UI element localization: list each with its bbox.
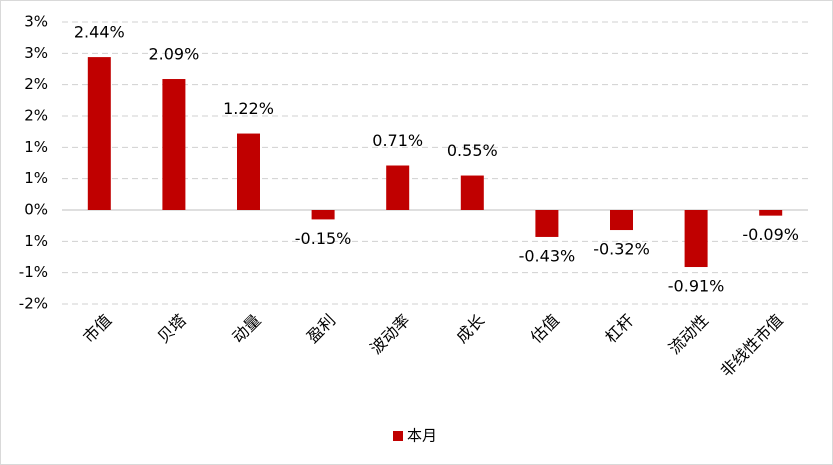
- bar: [87, 57, 111, 210]
- y-tick-label: 2%: [24, 75, 48, 93]
- y-tick-label: 1%: [24, 232, 48, 250]
- bar: [386, 165, 410, 210]
- data-label: 2.44%: [74, 23, 125, 42]
- y-tick-label: 3%: [24, 13, 48, 31]
- y-tick-label: -2%: [19, 295, 48, 313]
- data-label: -0.91%: [668, 277, 725, 296]
- data-label: 1.22%: [223, 99, 274, 118]
- y-tick-label: 1%: [24, 169, 48, 187]
- y-tick-label: -1%: [19, 263, 48, 281]
- data-label: 0.55%: [447, 141, 498, 160]
- legend-swatch: [393, 431, 403, 441]
- data-label: -0.43%: [519, 246, 576, 265]
- bar: [237, 133, 260, 210]
- legend-label: 本月: [407, 427, 437, 445]
- y-tick-label: 2%: [24, 107, 48, 125]
- bar: [610, 210, 633, 231]
- bar: [684, 210, 708, 268]
- bar: [759, 210, 783, 216]
- bar: [460, 175, 484, 210]
- y-tick-label: 0%: [24, 201, 48, 219]
- bar: [535, 210, 559, 237]
- bar: [162, 79, 186, 210]
- data-label: -0.09%: [742, 225, 799, 244]
- y-tick-label: 1%: [24, 138, 48, 156]
- data-label: 0.71%: [372, 131, 423, 150]
- bar: [311, 210, 335, 220]
- data-label: 2.09%: [148, 45, 199, 64]
- data-label: -0.15%: [295, 229, 352, 248]
- y-tick-label: 3%: [24, 44, 48, 62]
- data-label: -0.32%: [593, 240, 650, 259]
